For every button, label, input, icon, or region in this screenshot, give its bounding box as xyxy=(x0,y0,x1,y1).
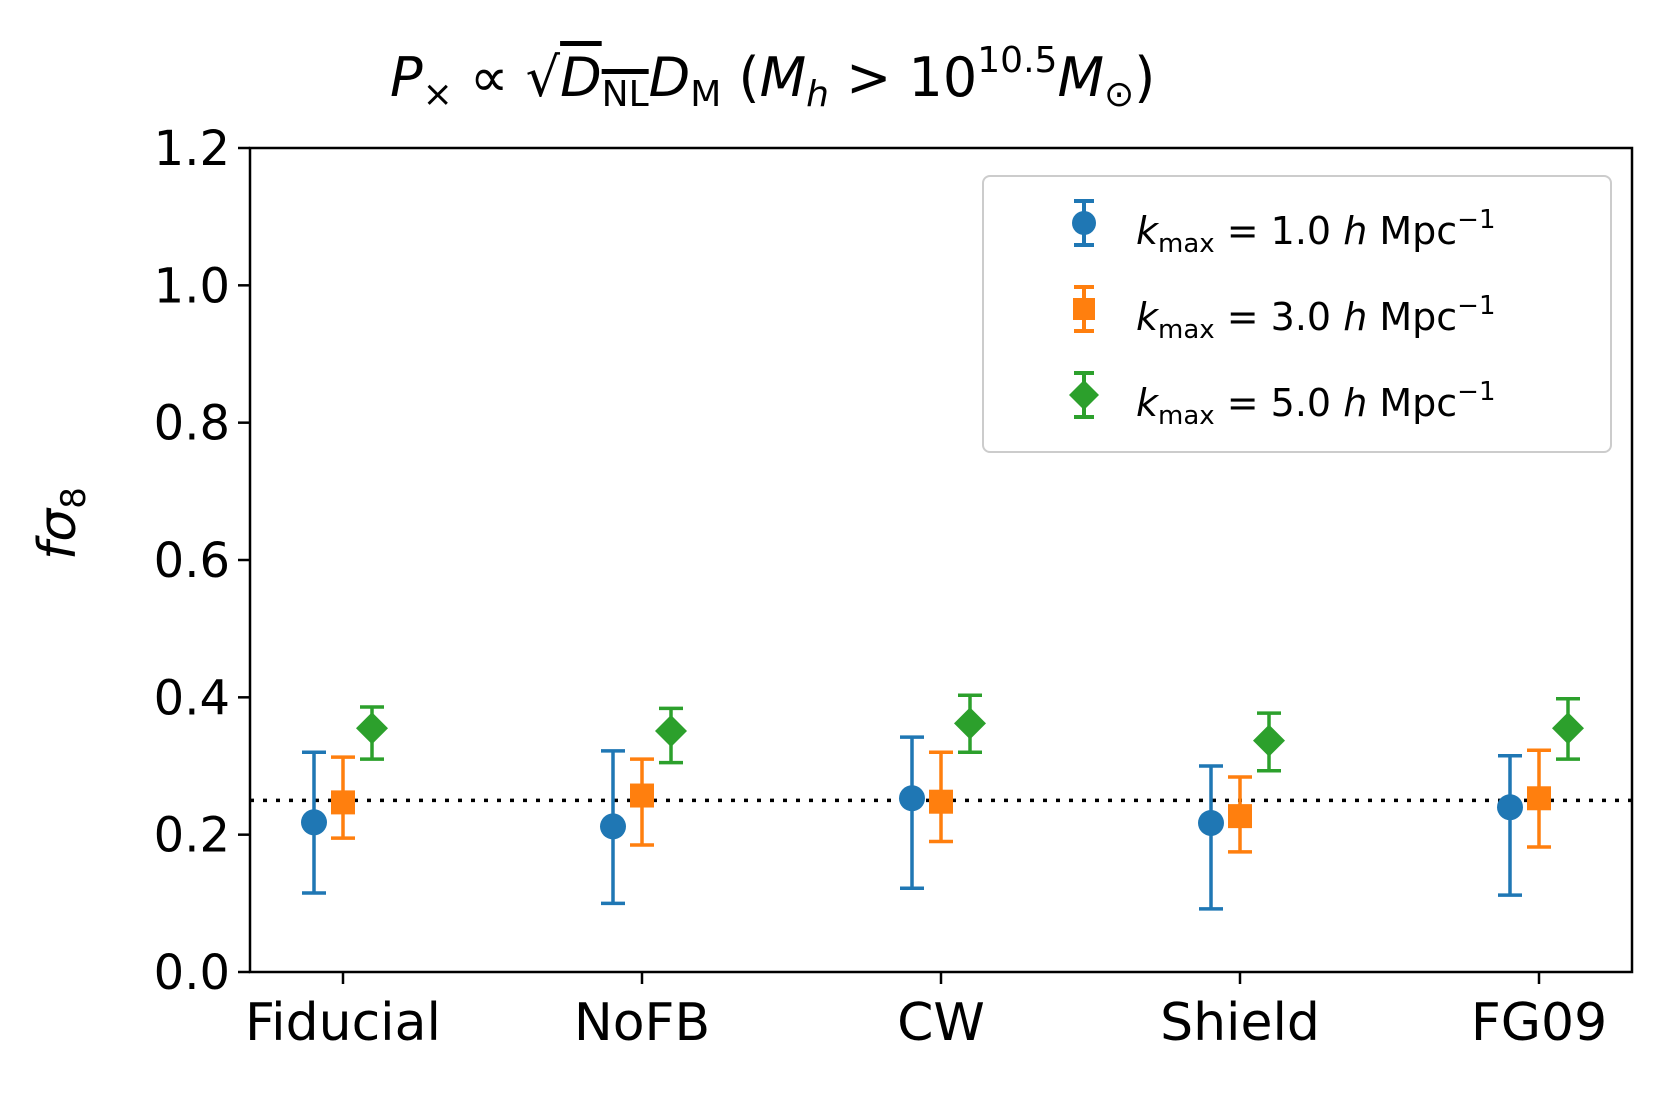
y-tick-label: 0.2 xyxy=(154,808,230,864)
title-paren-close: ) xyxy=(1134,46,1156,109)
title-dm: D xyxy=(648,46,691,109)
title-dnl: D xyxy=(560,46,602,109)
y-tick-label: 0.8 xyxy=(154,396,230,452)
data-point-diamond xyxy=(356,712,388,745)
title-mh-sub: h xyxy=(806,74,829,115)
data-point-circle xyxy=(899,785,925,812)
title-msun: M xyxy=(1057,46,1105,109)
data-point-circle xyxy=(1497,794,1523,821)
title-exp: 10.5 xyxy=(977,40,1058,81)
legend-item-kmax-3: kmax = 3.0 h Mpc−1 xyxy=(984,273,1610,353)
title-cross: × xyxy=(422,74,453,115)
legend: kmax = 1.0 h Mpc−1 kmax = 3.0 h Mpc−1 km… xyxy=(982,175,1612,453)
legend-label-kmax-3: kmax = 3.0 h Mpc−1 xyxy=(1136,291,1496,345)
title-p: P xyxy=(390,46,423,109)
data-point-diamond xyxy=(954,707,986,740)
title-sqrt: √ xyxy=(525,46,561,109)
y-tick-label: 1.2 xyxy=(154,121,230,177)
data-point-square xyxy=(1527,786,1551,811)
y-tick-label: 0.4 xyxy=(154,670,230,726)
legend-label-kmax-1: kmax = 1.0 h Mpc−1 xyxy=(1136,205,1496,259)
title-dm-sub: M xyxy=(690,74,722,115)
data-point-circle xyxy=(600,813,626,840)
title-mh: M xyxy=(759,46,807,109)
data-point-circle xyxy=(1198,809,1224,836)
title-sun-sub: ⊙ xyxy=(1104,74,1135,115)
x-tick-label: CW xyxy=(897,993,985,1053)
data-point-square xyxy=(929,789,953,814)
data-point-square xyxy=(1228,804,1252,829)
y-tick-label: 0.0 xyxy=(154,945,230,1001)
x-tick-label: Fiducial xyxy=(245,993,441,1053)
x-tick-label: FG09 xyxy=(1471,993,1607,1053)
data-point-diamond xyxy=(655,714,687,747)
chart-title: P× ∝ √DNLDM (Mh > 1010.5M⊙) xyxy=(390,40,1530,115)
x-tick-label: Shield xyxy=(1160,993,1320,1053)
title-prop: ∝ xyxy=(452,46,526,109)
y-tick-label: 1.0 xyxy=(154,258,230,314)
x-tick-label: NoFB xyxy=(574,993,710,1053)
legend-marker-square xyxy=(1073,285,1095,333)
title-gt: > 10 xyxy=(828,46,978,109)
title-paren-open: ( xyxy=(721,46,760,109)
legend-label-kmax-5: kmax = 5.0 h Mpc−1 xyxy=(1136,377,1496,431)
data-point-circle xyxy=(301,809,327,836)
data-point-square xyxy=(331,790,355,815)
legend-item-kmax-1: kmax = 1.0 h Mpc−1 xyxy=(984,187,1610,267)
legend-marker-diamond xyxy=(1069,371,1099,419)
y-tick-label: 0.6 xyxy=(154,533,230,589)
title-dnl-sub: NL xyxy=(601,74,649,115)
data-point-diamond xyxy=(1253,724,1285,757)
data-point-square xyxy=(630,783,654,808)
data-point-diamond xyxy=(1552,712,1584,745)
legend-marker-circle xyxy=(1072,199,1096,247)
legend-item-kmax-5: kmax = 5.0 h Mpc−1 xyxy=(984,359,1610,439)
